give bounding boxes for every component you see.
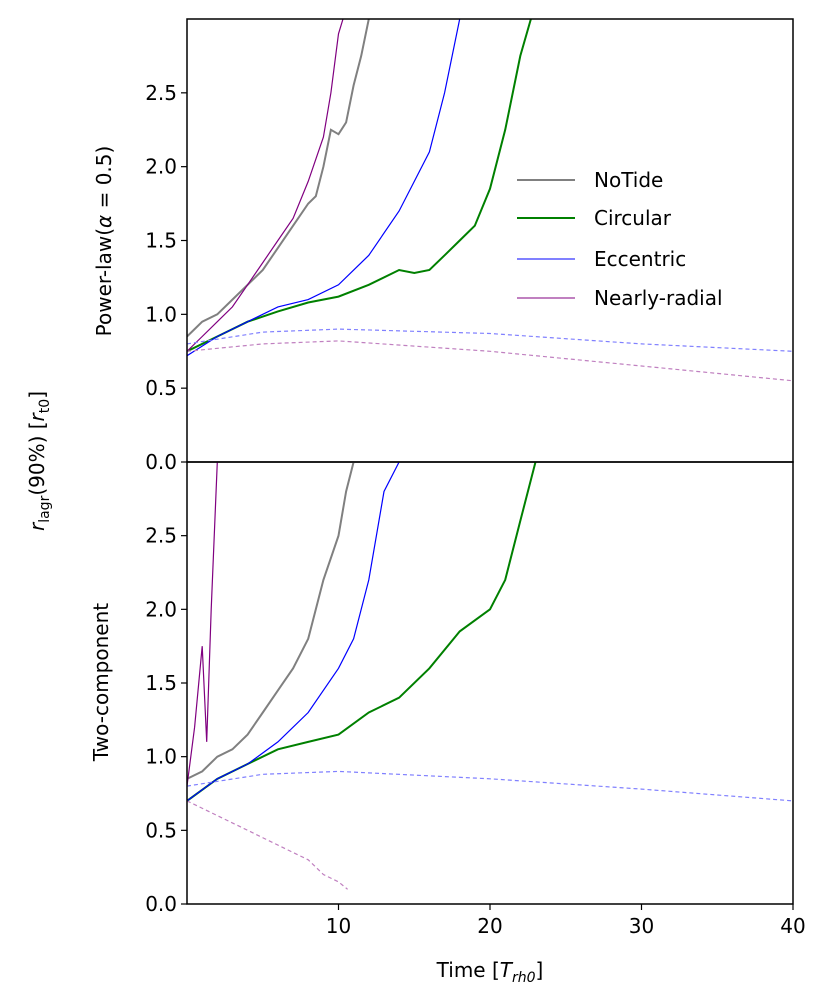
bottom-ytick-label: 2.0 [145, 597, 177, 621]
top-ylabel: Power-law(α = 0.5) [92, 146, 116, 337]
bottom-ytick-label: 2.5 [145, 524, 177, 548]
top-ytick-label: 2.5 [145, 81, 177, 105]
top-series-eccentric-dashed [187, 328, 793, 352]
top-series-circular [187, 19, 532, 353]
bottom-series-nearly-radial [187, 462, 218, 787]
bottom-ylabel: Two-component [89, 603, 113, 762]
bottom-series-eccentric-dashed [187, 770, 793, 802]
bottom-ytick-label: 0.5 [145, 818, 177, 842]
bottom-ytick-label: 0.0 [145, 892, 177, 916]
bottom-series-eccentric [187, 462, 400, 802]
bottom-xtick-label: 10 [326, 914, 351, 938]
top-series-eccentric [187, 19, 461, 357]
bottom-xtick-label: 30 [629, 914, 654, 938]
legend: NoTide Circular Eccentric Nearly-radial [517, 168, 723, 310]
top-series-nearly-radial [187, 19, 344, 352]
bottom-series-circular [187, 462, 537, 802]
top-panel: 0.0 0.5 1.0 1.5 2.0 2.5 Power-law(α = 0.5) No… [92, 18, 794, 474]
top-ytick-label: 0.5 [145, 376, 177, 400]
bottom-xtick-label: 20 [477, 914, 502, 938]
legend-label-nearly-radial: Nearly-radial [594, 286, 723, 310]
bottom-panel: 0.0 0.5 1.0 1.5 2.0 2.5 10 20 30 40 Two-componen… [89, 461, 806, 938]
shared-ylabel: rlagr(90%) [rt0] [25, 391, 53, 531]
bottom-xtick-label: 40 [780, 914, 805, 938]
top-ytick-label: 0.0 [145, 450, 177, 474]
top-ytick-label: 2.0 [145, 155, 177, 179]
bottom-series-notide [187, 462, 355, 780]
legend-label-notide: NoTide [594, 168, 663, 192]
bottom-ytick-label: 1.0 [145, 745, 177, 769]
legend-label-circular: Circular [594, 206, 672, 230]
bottom-axes-frame [186, 461, 794, 905]
top-series-notide [187, 19, 370, 338]
bottom-series-nearly-radial-dashed [187, 800, 348, 890]
legend-label-eccentric: Eccentric [594, 247, 686, 271]
bottom-ytick-label: 1.5 [145, 671, 177, 695]
top-series-nearly-radial-dashed [187, 340, 793, 382]
top-ytick-label: 1.0 [145, 302, 177, 326]
top-ytick-label: 1.5 [145, 229, 177, 253]
x-axis-label: Time [Trh0] [436, 958, 544, 986]
